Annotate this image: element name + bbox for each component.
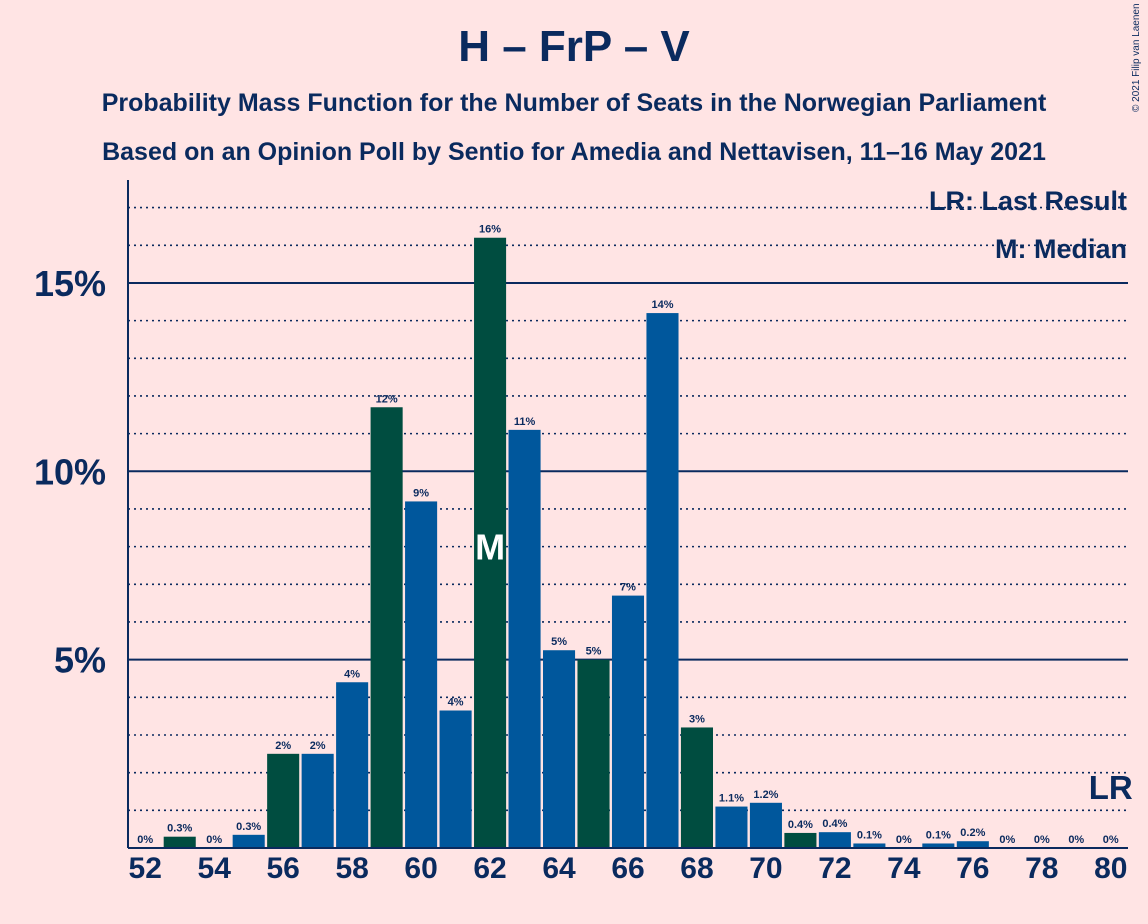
chart-subtitle-1: Probability Mass Function for the Number… [101,89,1047,117]
data-label-76: 0.2% [960,827,985,839]
x-tick-label: 72 [818,852,851,885]
data-label-52: 0% [137,834,153,846]
data-label-54: 0% [206,834,222,846]
bar-70 [749,802,782,848]
axes: 5% 10% 15% 52 54 56 58 60 62 64 66 68 70 72 74 76 78 80 [34,180,1128,885]
bar-55 [232,834,265,848]
data-label-69: 1.1% [719,793,744,805]
chart-title: H – FrP – V [458,22,690,71]
bar-65 [577,659,610,848]
x-tick-label: 78 [1025,852,1058,885]
last-result-marker: LR [1089,769,1133,806]
bars [163,237,989,848]
data-label-60: 9% [413,487,429,499]
x-tick-label: 52 [129,852,162,885]
data-label-64: 5% [551,636,567,648]
data-label-70: 1.2% [753,789,778,801]
data-label-61: 4% [448,697,464,709]
bar-66 [611,595,645,848]
data-label-62: 16% [479,224,501,236]
bar-69 [715,806,748,848]
bar-67 [646,313,679,848]
bar-64 [543,650,576,848]
data-label-74: 0% [896,834,912,846]
legend: LR: Last Result M: Median [929,186,1127,264]
data-label-56: 2% [275,740,291,752]
bar-61 [439,710,472,848]
x-tick-label: 60 [404,852,437,885]
x-tick-label: 66 [611,852,644,885]
data-label-57: 2% [310,740,326,752]
data-label-80: 0% [1103,834,1119,846]
data-label-71: 0.4% [788,819,813,831]
bar-75 [922,843,955,848]
x-tick-label: 62 [473,852,506,885]
legend-last-result: LR: Last Result [929,186,1127,216]
x-tick-label: 74 [887,852,921,885]
bar-76 [956,841,989,848]
data-label-78: 0% [1034,834,1050,846]
data-label-77: 0% [999,834,1015,846]
bar-58 [336,682,369,848]
x-tick-label: 70 [749,852,782,885]
data-label-68: 3% [689,713,705,725]
bar-53 [163,836,196,848]
bar-68 [680,727,713,848]
data-label-73: 0.1% [857,829,882,841]
bar-57 [301,753,334,848]
data-label-75: 0.1% [926,829,951,841]
data-label-55: 0.3% [236,821,261,833]
data-label-67: 14% [651,299,673,311]
bar-73 [853,843,886,848]
bar-62 [474,237,507,848]
data-label-58: 4% [344,668,360,680]
median-marker: M [475,527,505,568]
bar-56 [267,753,300,848]
bar-71 [784,832,817,848]
x-tick-label: 80 [1094,852,1127,885]
data-label-63: 11% [514,416,536,428]
data-label-66: 7% [620,582,636,594]
legend-median: M: Median [995,234,1127,264]
x-tick-label: 68 [680,852,713,885]
data-labels: 0% 0.3% 0% 0.3% 2% 2% 4% 12% 9% 4% 16% 11% 5% 5% 7% 14%… [137,224,1133,846]
bar-63 [508,429,541,848]
bar-72 [818,832,851,848]
y-tick-label: 5% [54,640,106,681]
x-tick-label: 54 [198,852,232,885]
x-tick-label: 76 [956,852,989,885]
data-label-65: 5% [586,646,602,658]
data-label-72: 0.4% [822,818,847,830]
x-tick-label: 64 [542,852,576,885]
data-label-53: 0.3% [167,823,192,835]
x-tick-label: 58 [335,852,368,885]
x-tick-label: 56 [266,852,299,885]
bar-59 [370,407,403,848]
chart-subtitle-2: Based on an Opinion Poll by Sentio for A… [102,138,1046,166]
y-tick-label: 10% [34,451,106,492]
data-label-59: 12% [376,393,398,405]
bar-60 [405,501,438,848]
y-tick-label: 15% [34,263,106,304]
data-label-79: 0% [1068,834,1084,846]
